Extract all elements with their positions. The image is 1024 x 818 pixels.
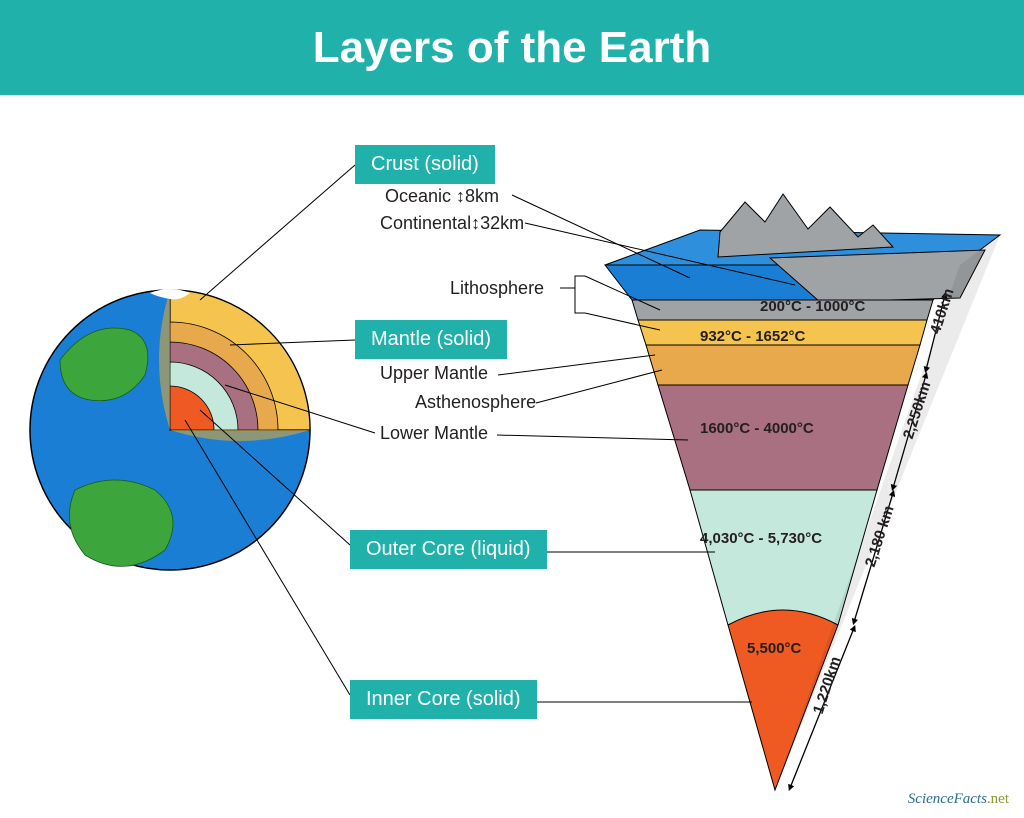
attribution-suffix: .net [987,791,1009,807]
depth-outer-core: 2,180 km [862,504,898,570]
label-mantle: Mantle (solid) [355,320,507,359]
wedge-cross-section [605,194,1000,790]
depth-inner-core: 1,220km [810,655,844,717]
depth-upper-mantle: 410km [927,286,958,336]
temp-inner-core: 5,500°C [747,640,801,657]
page-title: Layers of the Earth [313,23,712,73]
temp-outer-core: 4,030°C - 5,730°C [700,530,822,547]
title-banner: Layers of the Earth [0,0,1024,95]
sublabel-upper-mantle: Upper Mantle [380,363,488,384]
label-outer-core-text: Outer Core (liquid) [366,538,531,560]
label-inner-core-text: Inner Core (solid) [366,688,521,710]
attribution: ScienceFacts.net [908,791,1009,808]
label-outer-core: Outer Core (liquid) [350,530,547,569]
sublabel-oceanic: Oceanic ↕8km [385,186,499,207]
label-crust-text: Crust (solid) [371,153,479,175]
sublabel-lithosphere: Lithosphere [450,278,544,299]
sublabel-continental: Continental↕32km [380,213,524,234]
sublabel-asthenosphere: Asthenosphere [415,392,536,413]
depth-lower-mantle: 2,250km [900,380,934,442]
temp-upper-mantle: 932°C - 1652°C [700,328,805,345]
label-inner-core: Inner Core (solid) [350,680,537,719]
attribution-text: ScienceFacts [908,791,987,807]
temp-lower-mantle: 1600°C - 4000°C [700,420,814,437]
label-mantle-text: Mantle (solid) [371,328,491,350]
label-crust: Crust (solid) [355,145,495,184]
sublabel-lower-mantle: Lower Mantle [380,423,488,444]
globe-cutaway [30,289,310,570]
temp-crust: 200°C - 1000°C [760,298,865,315]
